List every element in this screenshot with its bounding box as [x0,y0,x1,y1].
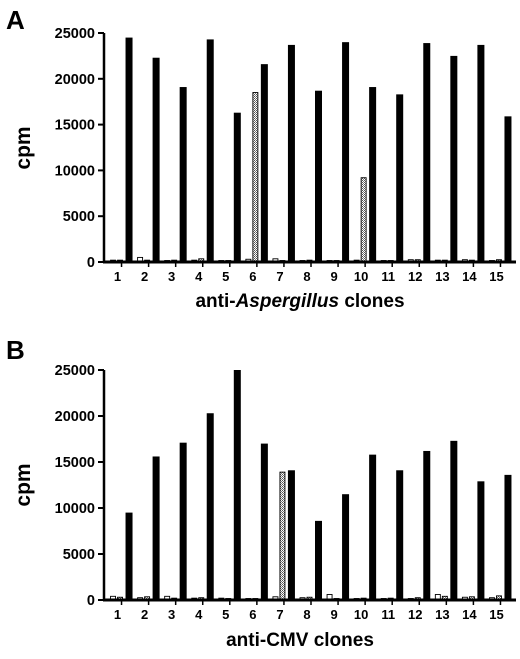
bar-black [206,413,214,600]
x-tick-label: 15 [489,269,503,284]
panel-letter: B [6,335,25,365]
y-axis-label: cpm [12,463,35,506]
x-tick-label: 3 [168,269,175,284]
x-tick-label: 1 [114,607,121,622]
x-tick-label: 2 [141,269,148,284]
bar-black [450,440,458,600]
bar-black [342,42,350,262]
y-tick-label: 15000 [55,118,95,134]
x-tick-label: 12 [408,269,422,284]
x-tick-label: 10 [354,607,368,622]
x-tick-label: 4 [195,269,203,284]
bar-black [287,470,295,600]
bar-black [315,520,322,600]
panel-letter: A [6,5,25,35]
x-tick-label: 6 [249,269,256,284]
bar-black [477,481,485,600]
x-tick-label: 8 [303,269,310,284]
x-tick-label: 1 [114,269,121,284]
bar-black [315,90,322,262]
bar-black [125,37,133,262]
x-tick-label: 15 [489,607,503,622]
bar-black [369,454,377,600]
x-tick-label: 11 [381,269,395,284]
bar-grey [252,92,259,263]
x-tick-label: 7 [276,269,283,284]
bar-black [504,116,512,262]
x-tick-label: 9 [330,269,337,284]
bar-black [260,443,268,600]
x-tick-label: 9 [330,607,337,622]
x-tick-label: 2 [141,607,148,622]
x-tick-label: 5 [222,269,229,284]
y-tick-label: 25000 [55,26,95,42]
y-tick-label: 10000 [55,501,95,517]
y-tick-label: 10000 [55,163,95,179]
bar-black [369,87,377,262]
y-tick-label: 20000 [55,409,95,425]
bar-black [396,470,404,600]
y-tick-label: 0 [87,593,95,609]
x-tick-label: 8 [303,607,310,622]
x-tick-label: 12 [408,607,422,622]
bar-black [450,55,458,263]
y-tick-label: 20000 [55,72,95,88]
x-axis-label: anti-CMV clones [226,630,374,651]
bar-black [396,94,404,262]
bar-black [260,64,268,262]
bar-black [152,456,160,600]
bar-black [342,494,350,600]
y-tick-label: 0 [87,255,95,271]
x-tick-label: 11 [381,607,395,622]
y-tick-label: 15000 [55,455,95,471]
y-tick-label: 5000 [63,547,95,563]
bar-black [152,57,160,263]
x-tick-label: 14 [462,607,477,622]
x-tick-label: 10 [354,269,368,284]
x-tick-label: 4 [195,607,203,622]
x-tick-label: 7 [276,607,283,622]
x-tick-label: 6 [249,607,256,622]
bar-black [206,39,214,262]
x-tick-label: 13 [435,269,449,284]
x-tick-label: 3 [168,607,175,622]
y-tick-label: 25000 [55,363,95,379]
y-tick-label: 5000 [63,209,95,225]
bar-black [179,442,187,600]
bar-grey [360,177,367,263]
bar-black [477,44,485,262]
x-tick-label: 5 [222,607,229,622]
x-tick-label: 14 [462,269,477,284]
bar-black [423,43,431,262]
bar-grey [279,471,286,601]
bar-black [179,87,187,262]
bar-black [125,512,133,600]
bar-black [287,44,295,262]
bar-black [233,112,241,262]
y-axis-label: cpm [12,126,35,169]
x-axis-label: anti-Aspergillus clones [195,291,404,312]
x-tick-label: 13 [435,607,449,622]
bar-black [233,370,241,600]
bar-black [423,450,431,600]
bar-black [504,474,512,600]
